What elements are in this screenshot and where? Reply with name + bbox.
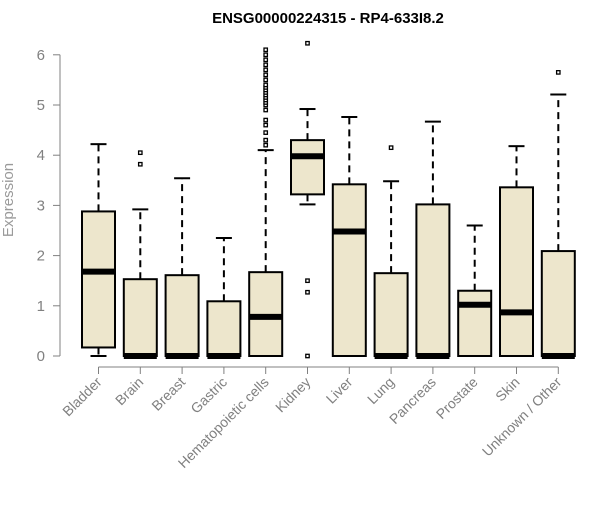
outlier-point <box>263 142 269 148</box>
x-tick-label: Bladder <box>59 374 105 420</box>
chart-title: ENSG00000224315 - RP4-633I8.2 <box>212 10 444 27</box>
x-tick-label: Breast <box>148 374 188 414</box>
outlier-point <box>263 47 269 53</box>
box-group <box>457 224 493 357</box>
y-axis: 0 1 2 3 4 5 6 <box>37 47 61 365</box>
x-tick-label: Lung <box>364 374 397 407</box>
outlier-point <box>263 62 269 68</box>
box-iqr <box>373 272 409 358</box>
outlier-point <box>263 107 269 113</box>
box-iqr <box>540 250 576 357</box>
outlier-point <box>305 289 310 295</box>
box-iqr <box>122 278 158 357</box>
outlier-point <box>263 57 269 63</box>
x-tick-label: Kidney <box>272 374 314 416</box>
y-tick-label: 4 <box>37 147 45 164</box>
box-iqr <box>331 183 367 357</box>
y-tick-label: 2 <box>37 248 45 265</box>
box-iqr <box>415 203 451 357</box>
outlier-point <box>263 137 269 143</box>
x-tick-label: Prostate <box>433 374 481 422</box>
x-tick-label: Skin <box>492 374 523 405</box>
y-tick-label: 0 <box>37 348 45 365</box>
outlier-point <box>388 145 394 151</box>
box-group <box>164 177 200 359</box>
outlier-point <box>263 67 269 73</box>
outlier-point <box>263 72 269 78</box>
outlier-point <box>263 122 269 128</box>
x-tick-label: Liver <box>323 374 356 407</box>
box-group <box>248 47 284 357</box>
x-tick-label: Unknown / Other <box>479 374 565 460</box>
outlier-point <box>555 70 561 75</box>
box-group <box>415 120 451 359</box>
x-tick-label: Brain <box>112 374 146 408</box>
outlier-point <box>263 82 269 88</box>
box-iqr <box>457 289 493 357</box>
box-iqr <box>206 300 242 358</box>
y-tick-label: 6 <box>37 47 45 64</box>
box-iqr <box>290 139 325 196</box>
y-axis-label: Expression <box>0 163 17 237</box>
box-iqr <box>164 274 200 358</box>
box-iqr <box>81 210 116 349</box>
outlier-point <box>263 130 269 135</box>
y-tick-label: 5 <box>37 97 45 114</box>
outlier-point <box>305 40 310 46</box>
y-tick-label: 1 <box>37 298 45 315</box>
box-group <box>499 145 534 357</box>
box-iqr <box>499 186 534 357</box>
outlier-point <box>305 278 310 284</box>
outlier-point <box>137 150 143 156</box>
outlier-point <box>263 77 269 83</box>
box-group <box>373 145 409 359</box>
box-group <box>290 40 325 359</box>
box-group <box>206 237 242 359</box>
plot-area <box>81 40 576 359</box>
box-group <box>81 143 116 357</box>
outlier-point <box>263 52 269 58</box>
outlier-point <box>137 161 143 167</box>
box-group <box>331 116 367 357</box>
outlier-point <box>305 353 310 359</box>
box-group <box>122 150 158 359</box>
box-group <box>540 70 576 359</box>
y-tick-label: 3 <box>37 197 45 214</box>
outlier-point <box>263 117 269 123</box>
